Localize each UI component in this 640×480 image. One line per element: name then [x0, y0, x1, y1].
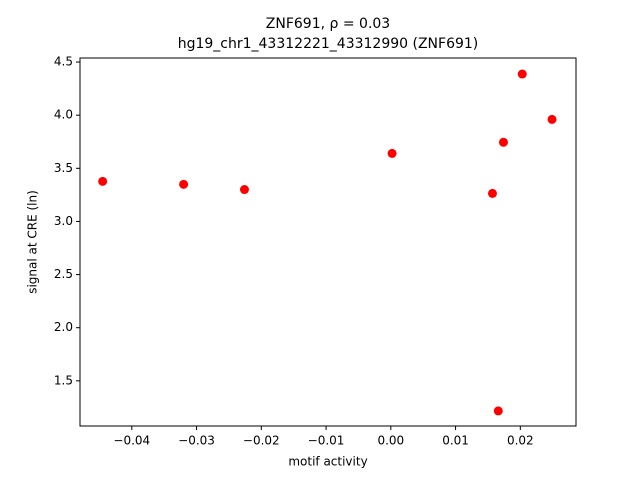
- x-tick-label: −0.02: [243, 434, 280, 448]
- x-tick-label: −0.03: [178, 434, 215, 448]
- scatter-point: [493, 406, 503, 416]
- x-tick-label: 0.00: [377, 434, 404, 448]
- scatter-point: [498, 137, 508, 147]
- scatter-point: [179, 179, 189, 189]
- y-tick-label: 1.5: [54, 373, 73, 387]
- y-tick-label: 3.5: [54, 161, 73, 175]
- plot-frame: [79, 57, 577, 427]
- y-tick-label: 4.5: [54, 55, 73, 69]
- scatter-point: [387, 148, 397, 158]
- y-axis-label: signal at CRE (ln): [26, 190, 40, 294]
- scatter-point: [547, 114, 557, 124]
- y-tick-label: 2.0: [54, 320, 73, 334]
- x-tick-label: −0.01: [308, 434, 345, 448]
- scatter-point: [239, 185, 249, 195]
- scatter-point: [517, 69, 527, 79]
- y-tick-label: 2.5: [54, 267, 73, 281]
- y-tick-label: 3.0: [54, 214, 73, 228]
- chart-title: ZNF691, ρ = 0.03: [266, 16, 390, 32]
- x-axis-label: motif activity: [288, 455, 367, 469]
- y-tick-label: 4.0: [54, 108, 73, 122]
- scatter-point: [487, 188, 497, 198]
- x-tick-label: −0.04: [113, 434, 150, 448]
- x-tick-label: 0.01: [442, 434, 469, 448]
- chart-subtitle: hg19_chr1_43312221_43312990 (ZNF691): [178, 36, 479, 52]
- x-tick-label: 0.02: [507, 434, 534, 448]
- scatter-point: [98, 176, 108, 186]
